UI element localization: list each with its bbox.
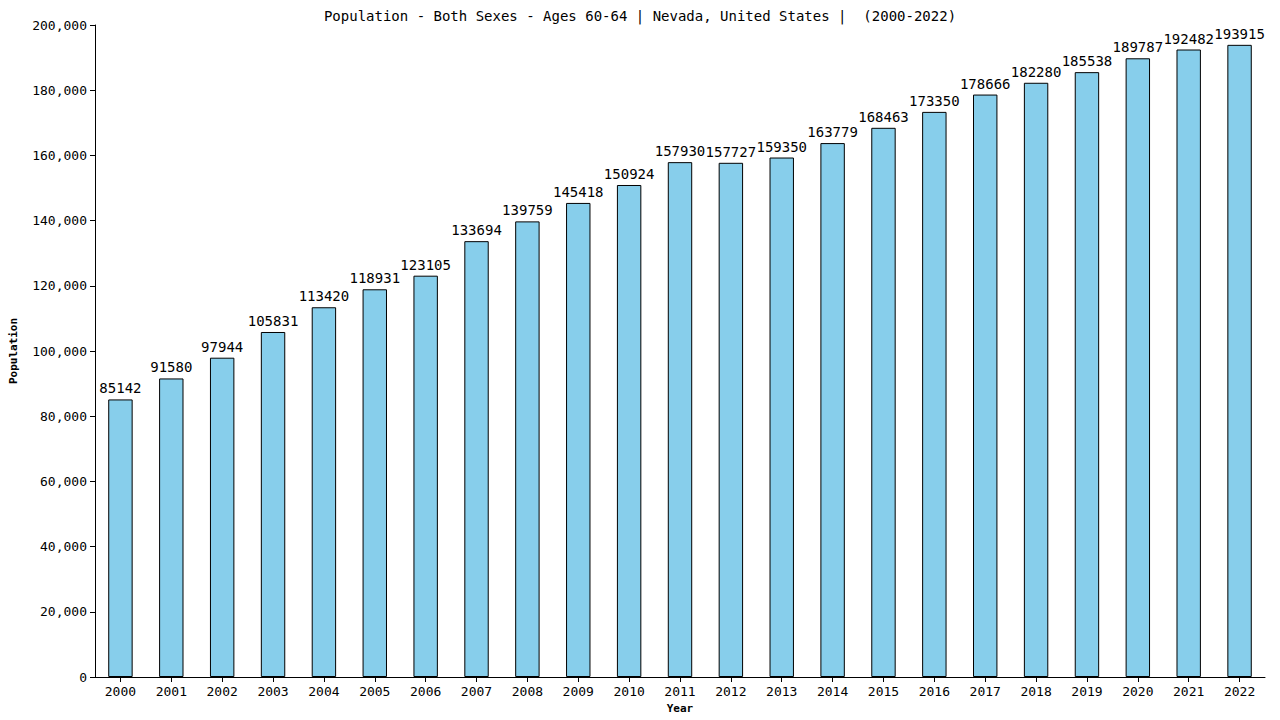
svg-text:2013: 2013 — [766, 684, 797, 699]
svg-text:2019: 2019 — [1071, 684, 1102, 699]
svg-text:2017: 2017 — [970, 684, 1001, 699]
svg-text:2010: 2010 — [613, 684, 644, 699]
svg-text:200,000: 200,000 — [32, 18, 87, 33]
svg-text:Year: Year — [667, 702, 694, 715]
svg-text:185538: 185538 — [1062, 53, 1113, 69]
svg-text:2007: 2007 — [461, 684, 492, 699]
svg-text:173350: 173350 — [909, 93, 960, 109]
svg-text:40,000: 40,000 — [40, 539, 87, 554]
svg-text:168463: 168463 — [858, 109, 909, 125]
svg-text:20,000: 20,000 — [40, 604, 87, 619]
svg-text:2014: 2014 — [817, 684, 848, 699]
svg-text:2009: 2009 — [563, 684, 594, 699]
svg-text:2002: 2002 — [207, 684, 238, 699]
svg-text:123105: 123105 — [400, 257, 451, 273]
svg-text:97944: 97944 — [201, 339, 243, 355]
svg-text:2006: 2006 — [410, 684, 441, 699]
svg-text:157727: 157727 — [706, 144, 757, 160]
svg-text:193915: 193915 — [1214, 26, 1265, 42]
svg-text:Population - Both Sexes - Ages: Population - Both Sexes - Ages 60-64 | N… — [324, 8, 956, 25]
svg-text:100,000: 100,000 — [32, 344, 87, 359]
svg-text:2016: 2016 — [919, 684, 950, 699]
svg-text:178666: 178666 — [960, 76, 1011, 92]
svg-text:163779: 163779 — [807, 124, 858, 140]
svg-text:2005: 2005 — [359, 684, 390, 699]
svg-text:91580: 91580 — [150, 359, 192, 375]
svg-text:2000: 2000 — [105, 684, 136, 699]
svg-text:0: 0 — [79, 670, 87, 685]
svg-text:2003: 2003 — [257, 684, 288, 699]
svg-text:2012: 2012 — [715, 684, 746, 699]
svg-text:113420: 113420 — [299, 288, 350, 304]
svg-text:2011: 2011 — [664, 684, 695, 699]
svg-text:159350: 159350 — [756, 139, 807, 155]
svg-text:140,000: 140,000 — [32, 213, 87, 228]
svg-text:133694: 133694 — [451, 222, 502, 238]
svg-text:182280: 182280 — [1011, 64, 1062, 80]
svg-text:60,000: 60,000 — [40, 474, 87, 489]
svg-text:160,000: 160,000 — [32, 148, 87, 163]
svg-text:2015: 2015 — [868, 684, 899, 699]
svg-text:180,000: 180,000 — [32, 83, 87, 98]
svg-text:Population: Population — [7, 318, 20, 384]
svg-text:80,000: 80,000 — [40, 409, 87, 424]
svg-text:145418: 145418 — [553, 184, 604, 200]
svg-text:105831: 105831 — [248, 313, 299, 329]
svg-text:85142: 85142 — [99, 380, 141, 396]
svg-text:150924: 150924 — [604, 166, 655, 182]
svg-text:120,000: 120,000 — [32, 278, 87, 293]
svg-text:2021: 2021 — [1173, 684, 1204, 699]
svg-text:2001: 2001 — [156, 684, 187, 699]
svg-text:157930: 157930 — [655, 143, 706, 159]
svg-text:192482: 192482 — [1163, 31, 1214, 47]
svg-text:2004: 2004 — [308, 684, 339, 699]
svg-text:2020: 2020 — [1122, 684, 1153, 699]
svg-text:2022: 2022 — [1224, 684, 1255, 699]
svg-text:189787: 189787 — [1113, 39, 1164, 55]
svg-text:2008: 2008 — [512, 684, 543, 699]
svg-text:118931: 118931 — [349, 270, 400, 286]
svg-text:139759: 139759 — [502, 202, 553, 218]
svg-text:2018: 2018 — [1020, 684, 1051, 699]
